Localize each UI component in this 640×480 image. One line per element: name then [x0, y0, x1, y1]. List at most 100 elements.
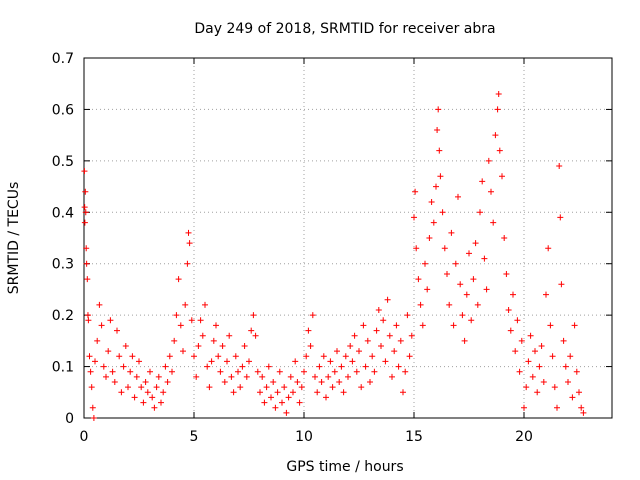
data-point: [474, 301, 481, 308]
data-point: [111, 379, 118, 385]
data-point: [331, 368, 338, 375]
data-point: [287, 373, 294, 380]
data-point: [362, 363, 369, 370]
data-point: [400, 389, 406, 396]
data-points: [81, 91, 587, 421]
data-point: [109, 368, 116, 375]
data-point: [261, 399, 268, 406]
data-point: [96, 301, 103, 308]
data-point: [221, 379, 228, 385]
data-point: [226, 332, 233, 339]
data-point: [290, 389, 296, 396]
data-point: [252, 332, 259, 339]
data-point: [468, 317, 475, 324]
data-point: [441, 245, 448, 252]
data-point: [204, 363, 211, 370]
data-point: [86, 353, 93, 360]
data-point: [177, 322, 184, 329]
data-point: [213, 322, 219, 329]
data-point: [404, 312, 411, 319]
data-point: [378, 343, 384, 349]
y-tick-label: 0.2: [52, 308, 74, 324]
data-point: [265, 363, 272, 370]
data-point: [283, 409, 290, 416]
data-point: [367, 379, 373, 385]
grid: [84, 58, 612, 418]
data-point: [210, 337, 217, 344]
data-point: [208, 358, 215, 365]
data-point: [296, 399, 303, 406]
data-point: [195, 343, 202, 349]
data-point: [199, 332, 206, 339]
data-point: [505, 307, 512, 313]
data-point: [325, 373, 332, 380]
data-point: [556, 163, 563, 169]
data-point: [565, 379, 571, 385]
x-axis-label: GPS time / hours: [286, 459, 403, 475]
data-point: [455, 193, 461, 200]
data-point: [272, 404, 279, 411]
data-point: [538, 343, 545, 349]
data-point: [151, 404, 158, 411]
data-point: [338, 363, 345, 370]
data-point: [202, 301, 208, 308]
data-point: [430, 219, 437, 226]
data-point: [389, 373, 395, 380]
data-point: [540, 379, 547, 385]
data-point: [433, 183, 439, 190]
data-point: [422, 260, 428, 267]
data-point: [307, 343, 314, 349]
axis-ticks: 0 5 10 15 20 0 0.1 0.2 0.3 0.4 0.5 0.6 0.7: [52, 51, 612, 445]
data-point: [558, 281, 565, 288]
data-point: [215, 353, 222, 360]
data-point: [428, 199, 435, 205]
y-tick-label: 0.7: [52, 51, 74, 67]
data-point: [83, 245, 90, 252]
data-point: [413, 245, 420, 252]
data-point: [347, 343, 354, 349]
data-point: [549, 353, 556, 360]
data-point: [412, 188, 419, 195]
data-point: [114, 327, 120, 334]
data-point: [175, 276, 182, 283]
data-point: [118, 389, 125, 396]
plot-frame: [83, 57, 613, 419]
data-point: [369, 353, 376, 360]
data-point: [562, 363, 569, 370]
data-point: [444, 271, 450, 277]
data-point: [342, 353, 349, 360]
data-point: [164, 379, 171, 385]
data-point: [160, 389, 167, 396]
data-point: [329, 384, 336, 391]
data-point: [301, 368, 307, 375]
data-point: [360, 322, 367, 329]
data-point: [83, 260, 90, 267]
data-point: [309, 312, 316, 319]
data-point: [554, 404, 560, 411]
data-point: [230, 389, 237, 396]
data-point: [534, 389, 541, 396]
data-point: [395, 363, 402, 370]
data-point: [323, 394, 329, 401]
data-point: [100, 363, 107, 370]
data-point: [254, 368, 261, 375]
data-point: [472, 240, 479, 247]
y-tick-label: 0.3: [52, 257, 74, 273]
data-point: [153, 384, 160, 391]
data-point: [81, 219, 88, 226]
data-point: [345, 373, 351, 380]
data-point: [439, 209, 446, 216]
data-point: [140, 399, 147, 406]
data-point: [81, 204, 88, 211]
data-point: [547, 322, 554, 329]
data-point: [375, 307, 382, 313]
data-point: [380, 317, 387, 324]
data-point: [131, 394, 138, 401]
data-point: [466, 250, 472, 257]
data-point: [516, 368, 523, 375]
y-axis-label: SRMTID / TECUs: [6, 182, 22, 295]
data-point: [494, 106, 501, 113]
data-point: [523, 384, 530, 391]
data-point: [147, 368, 153, 375]
data-point: [353, 368, 360, 375]
